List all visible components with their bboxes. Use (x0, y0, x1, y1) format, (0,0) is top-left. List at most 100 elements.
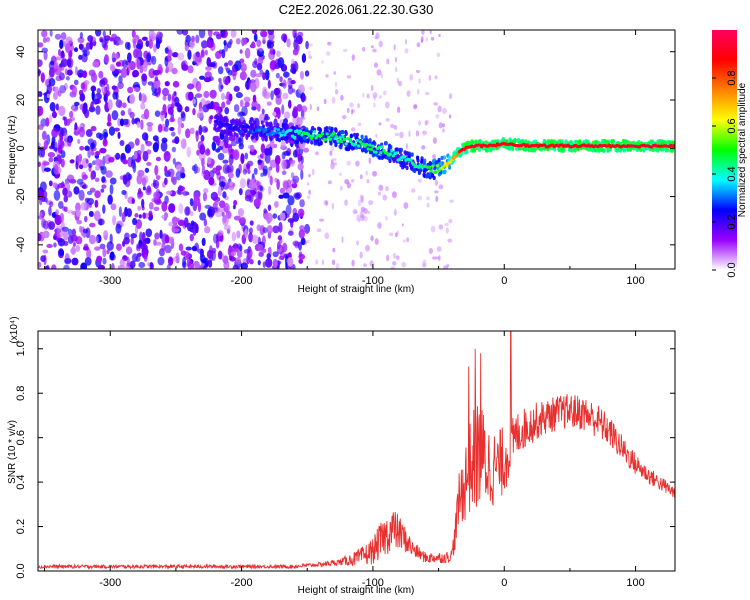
spectrogram-noise-cell (357, 103, 360, 109)
spectrogram-noise-cell (257, 159, 263, 164)
spectrogram-noise-cell (222, 191, 227, 199)
spectrogram-noise-cell (164, 165, 168, 174)
spectrogram-noise-cell (200, 40, 209, 49)
spectrogram-noise-cell (159, 229, 163, 239)
spectrogram-noise-cell (350, 127, 356, 132)
spectrogram-noise-cell (300, 116, 306, 121)
spectrogram-signal-cell (281, 122, 286, 127)
spectrogram-noise-cell (222, 164, 230, 175)
spectrogram-noise-cell (421, 145, 426, 150)
spectrogram-signal-cell (250, 122, 254, 127)
spectrogram-noise-cell (203, 188, 209, 194)
spectrogram-noise-cell (106, 83, 110, 93)
spectrogram-signal-cell (395, 147, 399, 152)
spectrogram-noise-cell (288, 99, 292, 109)
spectrogram-noise-cell (269, 175, 273, 186)
spectrogram-noise-cell (239, 99, 244, 108)
spectrogram-noise-cell (249, 258, 254, 265)
spectrogram-noise-cell (187, 65, 194, 74)
spectrogram-signal-cell (374, 150, 378, 154)
spectrogram-noise-cell (136, 121, 141, 128)
spectrogram-noise-cell (274, 154, 281, 165)
spectrogram-signal-cell (357, 144, 361, 148)
spectrogram-signal-cell (342, 137, 347, 142)
spectrogram-noise-cell (148, 39, 154, 49)
spectrogram-noise-cell (315, 259, 319, 265)
spectrogram-noise-cell (224, 107, 230, 115)
spectrogram-noise-cell (180, 250, 187, 256)
spectrogram-noise-cell (175, 170, 182, 181)
spectrogram-noise-cell (363, 263, 367, 267)
spectrogram-noise-cell (275, 163, 280, 173)
spectrogram-noise-cell (279, 212, 286, 221)
spectrogram-noise-cell (269, 47, 275, 55)
spectrogram-noise-cell (166, 190, 173, 195)
snr-y-multiplier: (x10⁴) (9, 316, 20, 343)
spectrogram-noise-cell (63, 240, 69, 246)
spectrogram-noise-cell (60, 58, 68, 68)
spectrogram-noise-cell (425, 37, 429, 42)
spectrogram-noise-cell (102, 248, 107, 258)
spectrogram-noise-cell (144, 237, 151, 244)
spectrogram-noise-cell (373, 62, 379, 68)
spectrogram-noise-cell (404, 48, 409, 54)
spectrogram-signal-cell (313, 141, 317, 146)
spectrogram-noise-cell (42, 230, 50, 239)
spectrogram-noise-cell (340, 94, 344, 101)
y-tick-label: 0 (15, 145, 27, 151)
spectrogram-noise-cell (434, 75, 438, 80)
spectrogram-signal-cell (264, 137, 268, 142)
spectrogram-signal-cell (295, 129, 299, 133)
spectrogram-noise-cell (75, 209, 81, 217)
spectrogram-noise-cell (432, 137, 437, 144)
spectrogram-noise-cell (293, 39, 298, 50)
spectrogram-noise-cell (330, 162, 335, 170)
spectrogram-noise-cell (94, 177, 100, 183)
spectrogram-signal-cell (264, 128, 268, 132)
spectrogram-noise-cell (172, 52, 179, 58)
spectrogram-noise-cell (184, 44, 189, 52)
spectrogram-noise-cell (195, 81, 202, 92)
spectrogram-noise-cell (184, 206, 191, 216)
spectrogram-noise-cell (276, 241, 281, 250)
spectrogram-noise-cell (199, 212, 207, 221)
spectrogram-signal-cell (267, 126, 271, 131)
spectrogram-noise-cell (77, 36, 85, 44)
spectrogram-signal-cell (328, 137, 332, 141)
spectrogram-noise-cell (207, 30, 213, 38)
spectrogram-noise-cell (167, 236, 175, 244)
spectrogram-signal-cell (403, 163, 407, 169)
spectrogram-noise-cell (267, 41, 275, 49)
y-tick-label: -20 (15, 189, 27, 205)
spectrogram-noise-cell (281, 151, 286, 160)
spectrogram-noise-cell (177, 52, 185, 61)
spectrogram-noise-cell (88, 234, 96, 245)
spectrogram-noise-cell (357, 122, 362, 127)
spectrogram-signal-cell (260, 127, 265, 131)
spectrogram-noise-cell (87, 148, 91, 159)
spectrogram-noise-cell (378, 95, 382, 99)
spectrogram-noise-cell (213, 31, 220, 36)
spectrogram-noise-cell (76, 154, 82, 166)
spectrogram-noise-cell (226, 99, 231, 105)
spectrogram-noise-cell (202, 192, 208, 202)
spectrogram-noise-cell (164, 195, 169, 205)
spectrogram-noise-cell (247, 169, 251, 175)
spectrogram-noise-cell (304, 223, 311, 234)
spectrogram-noise-cell (122, 240, 126, 247)
spectrogram-noise-cell (363, 208, 369, 215)
spectrogram-noise-cell (262, 227, 268, 234)
spectrogram-signal-cell (338, 136, 342, 140)
colorbar-gradient (712, 30, 737, 270)
spectrogram-signal-cell (257, 128, 262, 132)
spectrogram-noise-cell (201, 164, 206, 175)
spectrogram-noise-cell (416, 42, 421, 48)
spectrogram-noise-cell (223, 224, 231, 231)
spectrogram-noise-cell (199, 144, 206, 155)
spectrogram-signal-cell (546, 139, 551, 144)
spectrogram-noise-cell (213, 196, 221, 202)
spectrogram-noise-cell (281, 104, 285, 115)
spectrogram-noise-cell (378, 40, 383, 48)
spectrogram-noise-cell (346, 160, 351, 166)
spectrogram-noise-cell (161, 201, 168, 212)
